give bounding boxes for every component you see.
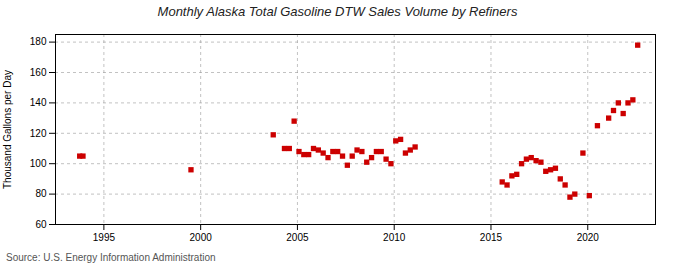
- svg-text:120: 120: [30, 128, 47, 139]
- svg-text:2020: 2020: [577, 232, 600, 243]
- svg-text:2000: 2000: [190, 232, 213, 243]
- html-text:Source: U.S. Energy Informatio: Source: U.S. Energy Information Administ…: [6, 252, 216, 263]
- svg-text:2015: 2015: [480, 232, 503, 243]
- svg-text:2005: 2005: [286, 232, 309, 243]
- svg-text:160: 160: [30, 67, 47, 78]
- svg-text:180: 180: [30, 36, 47, 47]
- svg-text:Thousand Gallons per Day: Thousand Gallons per Day: [2, 70, 13, 189]
- html-text:Monthly Alaska Total Gasoline: Monthly Alaska Total Gasoline DTW Sales …: [157, 4, 518, 19]
- svg-text:60: 60: [35, 219, 47, 230]
- svg-text:80: 80: [35, 188, 47, 199]
- svg-text:140: 140: [30, 97, 47, 108]
- svg-text:2010: 2010: [383, 232, 406, 243]
- svg-text:100: 100: [30, 158, 47, 169]
- svg-text:1995: 1995: [93, 232, 116, 243]
